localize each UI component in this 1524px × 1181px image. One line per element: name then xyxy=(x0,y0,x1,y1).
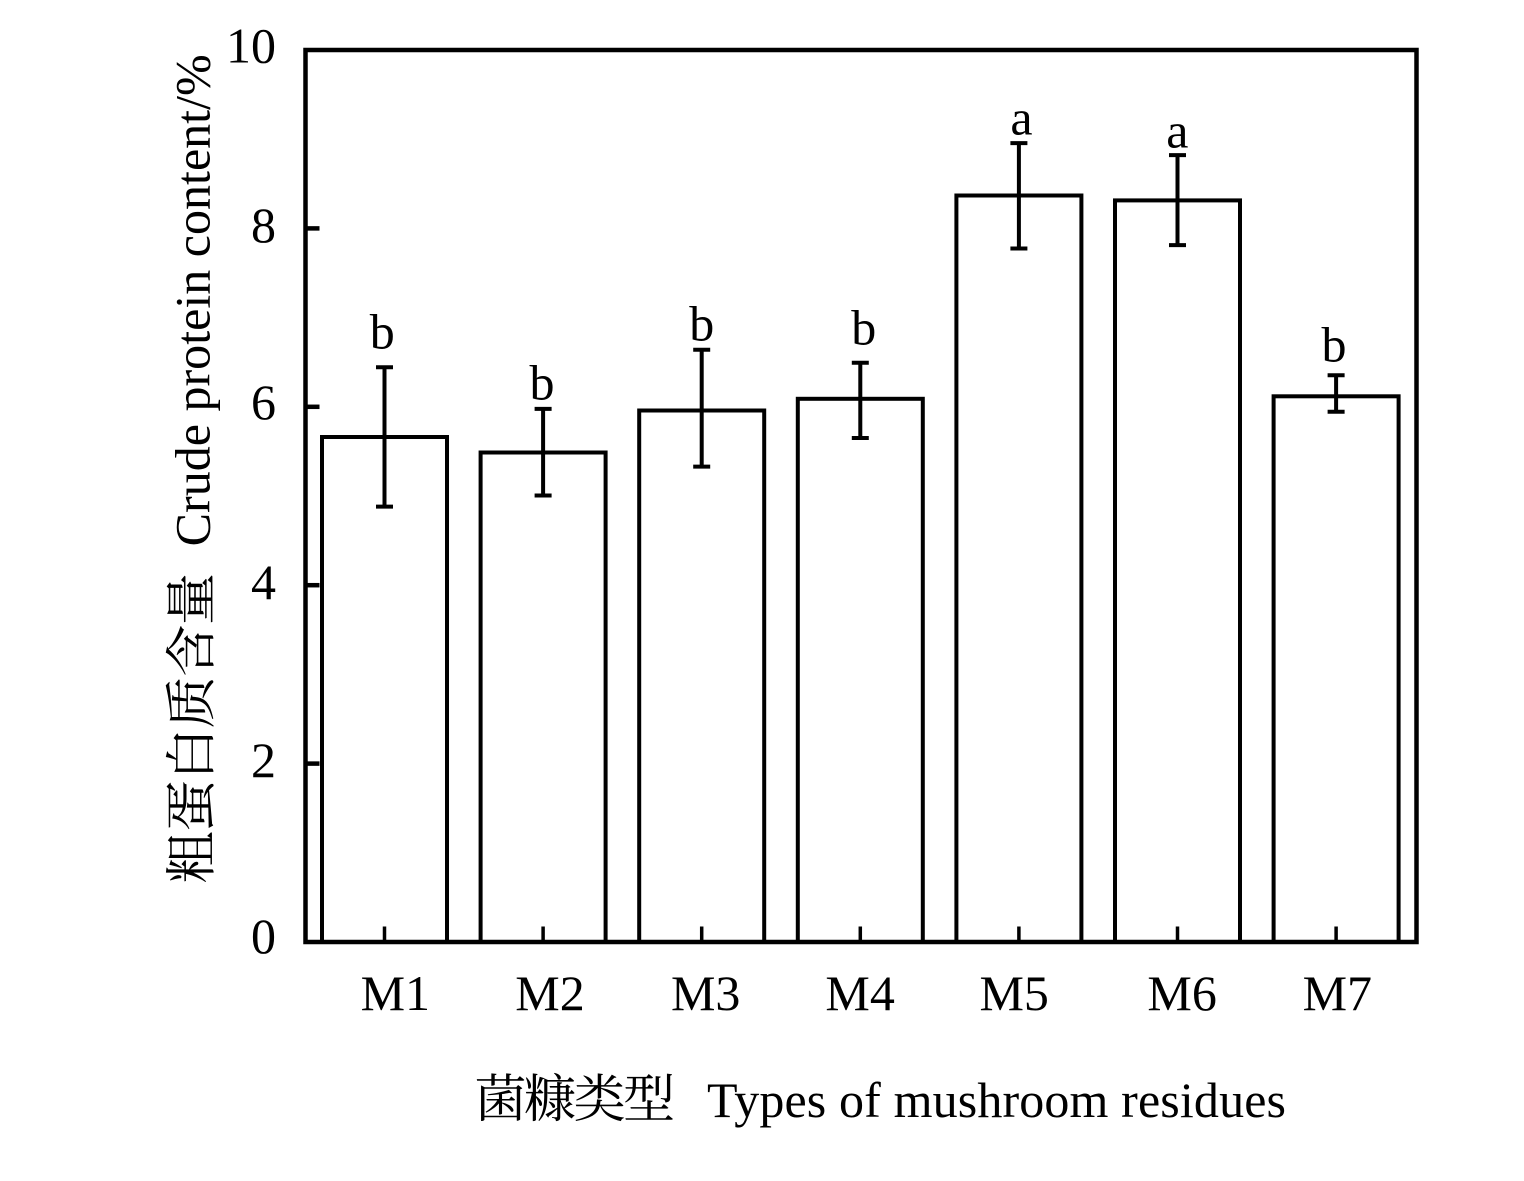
svg-text:M2: M2 xyxy=(515,965,584,1021)
svg-text:M6: M6 xyxy=(1147,965,1216,1021)
svg-text:M5: M5 xyxy=(979,965,1048,1021)
svg-text:8: 8 xyxy=(251,197,276,253)
svg-text:b: b xyxy=(1322,317,1347,373)
svg-text:M3: M3 xyxy=(671,965,740,1021)
svg-text:b: b xyxy=(851,299,876,355)
svg-text:a: a xyxy=(1166,102,1188,158)
svg-text:Types of mushroom residues: Types of mushroom residues xyxy=(707,1072,1286,1128)
svg-text:Crude protein content/%: Crude protein content/% xyxy=(165,54,221,546)
svg-text:M4: M4 xyxy=(825,965,894,1021)
svg-text:b: b xyxy=(370,304,395,360)
svg-text:b: b xyxy=(530,355,555,411)
svg-text:6: 6 xyxy=(251,374,276,430)
svg-text:a: a xyxy=(1010,90,1032,146)
svg-text:0: 0 xyxy=(251,908,276,964)
svg-text:M7: M7 xyxy=(1303,965,1372,1021)
svg-text:M1: M1 xyxy=(361,965,430,1021)
svg-text:4: 4 xyxy=(251,554,276,610)
svg-text:10: 10 xyxy=(226,18,276,74)
svg-text:2: 2 xyxy=(251,732,276,788)
svg-text:b: b xyxy=(689,295,714,351)
